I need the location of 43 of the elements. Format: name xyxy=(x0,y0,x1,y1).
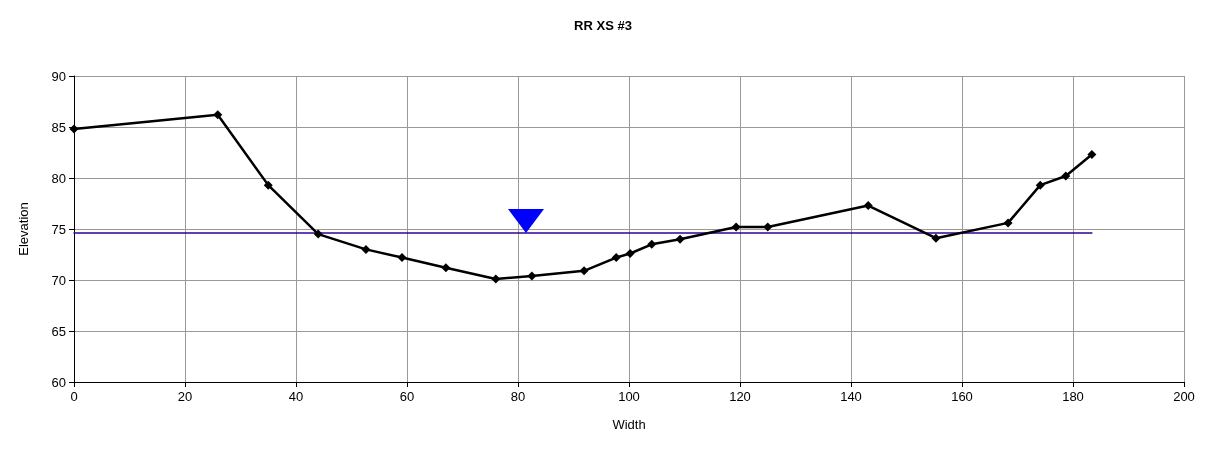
y-tick-label: 90 xyxy=(51,68,66,84)
x-tick-label: 80 xyxy=(510,389,526,404)
x-tick-label: 20 xyxy=(177,389,193,404)
point xyxy=(647,239,657,249)
point xyxy=(527,271,537,281)
x-tick-label: 120 xyxy=(729,389,751,404)
point xyxy=(263,180,273,190)
point xyxy=(361,244,371,254)
point xyxy=(611,253,621,263)
point xyxy=(1061,171,1071,181)
x-tick-label: 160 xyxy=(951,389,973,404)
x-tick-label: 60 xyxy=(399,389,415,404)
point xyxy=(313,229,323,239)
x-tick-label: 40 xyxy=(288,389,304,404)
y-tick-label: 65 xyxy=(51,323,66,339)
point xyxy=(931,233,941,243)
point xyxy=(441,263,451,273)
point xyxy=(1035,180,1045,190)
x-tick-label: 180 xyxy=(1062,389,1084,404)
x-tick-label: 140 xyxy=(840,389,862,404)
point xyxy=(1087,150,1097,160)
y-tick-label: 85 xyxy=(51,119,66,135)
x-tick-label: 200 xyxy=(1173,389,1195,404)
point xyxy=(625,248,635,258)
chart-title: RR XS #3 xyxy=(574,18,632,33)
point xyxy=(863,201,873,211)
point xyxy=(69,124,79,134)
y-tick-label: 70 xyxy=(51,272,66,288)
point xyxy=(491,274,501,284)
point xyxy=(1003,218,1013,228)
point xyxy=(763,222,773,232)
x-axis-title: Width xyxy=(612,417,646,432)
point xyxy=(213,110,223,120)
y-tick-label: 80 xyxy=(51,170,66,186)
x-tick-label: 100 xyxy=(618,389,640,404)
y-tick-label: 75 xyxy=(51,221,66,237)
point xyxy=(397,253,407,263)
x-tick-label: 0 xyxy=(70,389,78,404)
y-tick-label: 60 xyxy=(51,374,66,390)
point xyxy=(675,234,685,244)
point xyxy=(731,222,741,232)
point xyxy=(579,266,589,276)
y-axis-title: Elevation xyxy=(16,202,31,256)
